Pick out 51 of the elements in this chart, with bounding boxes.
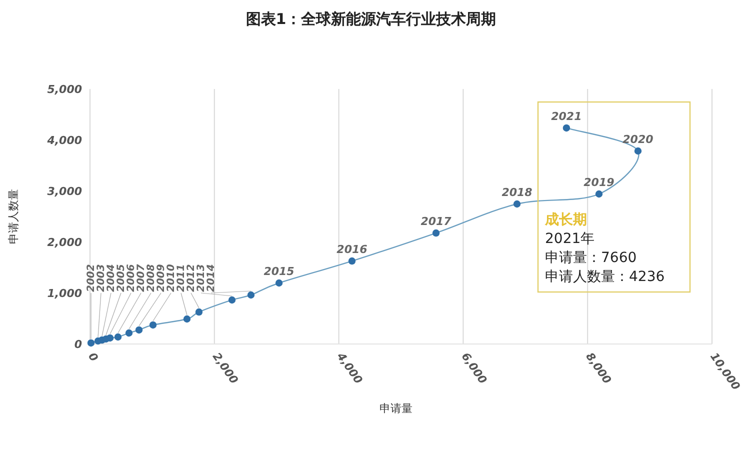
point — [513, 200, 521, 208]
point — [634, 147, 642, 155]
point — [562, 124, 570, 132]
y-tick-label: 5,000 — [47, 83, 82, 96]
chart-title: 图表1：全球新能源汽车行业技术周期 — [246, 10, 496, 28]
annotation: 2013 — [196, 264, 207, 292]
annotation: 申请量：7660 — [545, 250, 637, 266]
point — [125, 329, 133, 337]
point — [87, 339, 95, 347]
annotation: 2020 — [622, 133, 654, 146]
point — [595, 190, 603, 198]
point — [228, 296, 236, 304]
y-tick-label: 3,000 — [47, 185, 82, 198]
y-tick-label: 4,000 — [46, 134, 82, 147]
annotation: 2011 — [176, 264, 187, 292]
y-tick-label: 1,000 — [47, 287, 82, 300]
annotation: 2015 — [264, 265, 295, 278]
annotation: 2005 — [116, 264, 127, 292]
y-tick-label: 2,000 — [47, 236, 82, 249]
point — [183, 315, 191, 323]
point — [135, 326, 143, 334]
point — [114, 333, 122, 341]
annotation: 2012 — [186, 264, 197, 292]
annotation: 2006 — [126, 264, 137, 292]
annotation: 2021年 — [545, 231, 595, 247]
point — [432, 229, 440, 237]
annotation: 2004 — [106, 264, 117, 292]
annotation: 申请人数量：4236 — [545, 269, 665, 285]
point — [106, 334, 114, 342]
x-axis-title: 申请量 — [380, 402, 412, 415]
point — [247, 291, 255, 299]
annotation: 2010 — [166, 264, 177, 292]
annotation: 2017 — [420, 215, 452, 228]
annotation: 2019 — [584, 176, 615, 190]
annotation: 2018 — [502, 186, 533, 200]
point — [348, 257, 356, 265]
annotation: 2014 — [206, 264, 217, 292]
annotation: 2002 — [86, 264, 97, 292]
annotation: 2008 — [146, 264, 157, 292]
annotation: 2003 — [96, 264, 107, 292]
annotation: 2021 — [551, 110, 582, 123]
annotation: 成长期 — [544, 212, 587, 228]
annotation: 2016 — [336, 243, 368, 256]
annotation: 2009 — [156, 264, 167, 292]
annotation: 2007 — [136, 264, 147, 292]
y-tick-label: 0 — [74, 338, 82, 351]
y-axis-title: 申请人数量 — [7, 189, 20, 244]
point — [149, 321, 157, 329]
x-tick-label: 0 — [86, 350, 101, 364]
point — [275, 279, 283, 287]
point — [195, 308, 203, 316]
